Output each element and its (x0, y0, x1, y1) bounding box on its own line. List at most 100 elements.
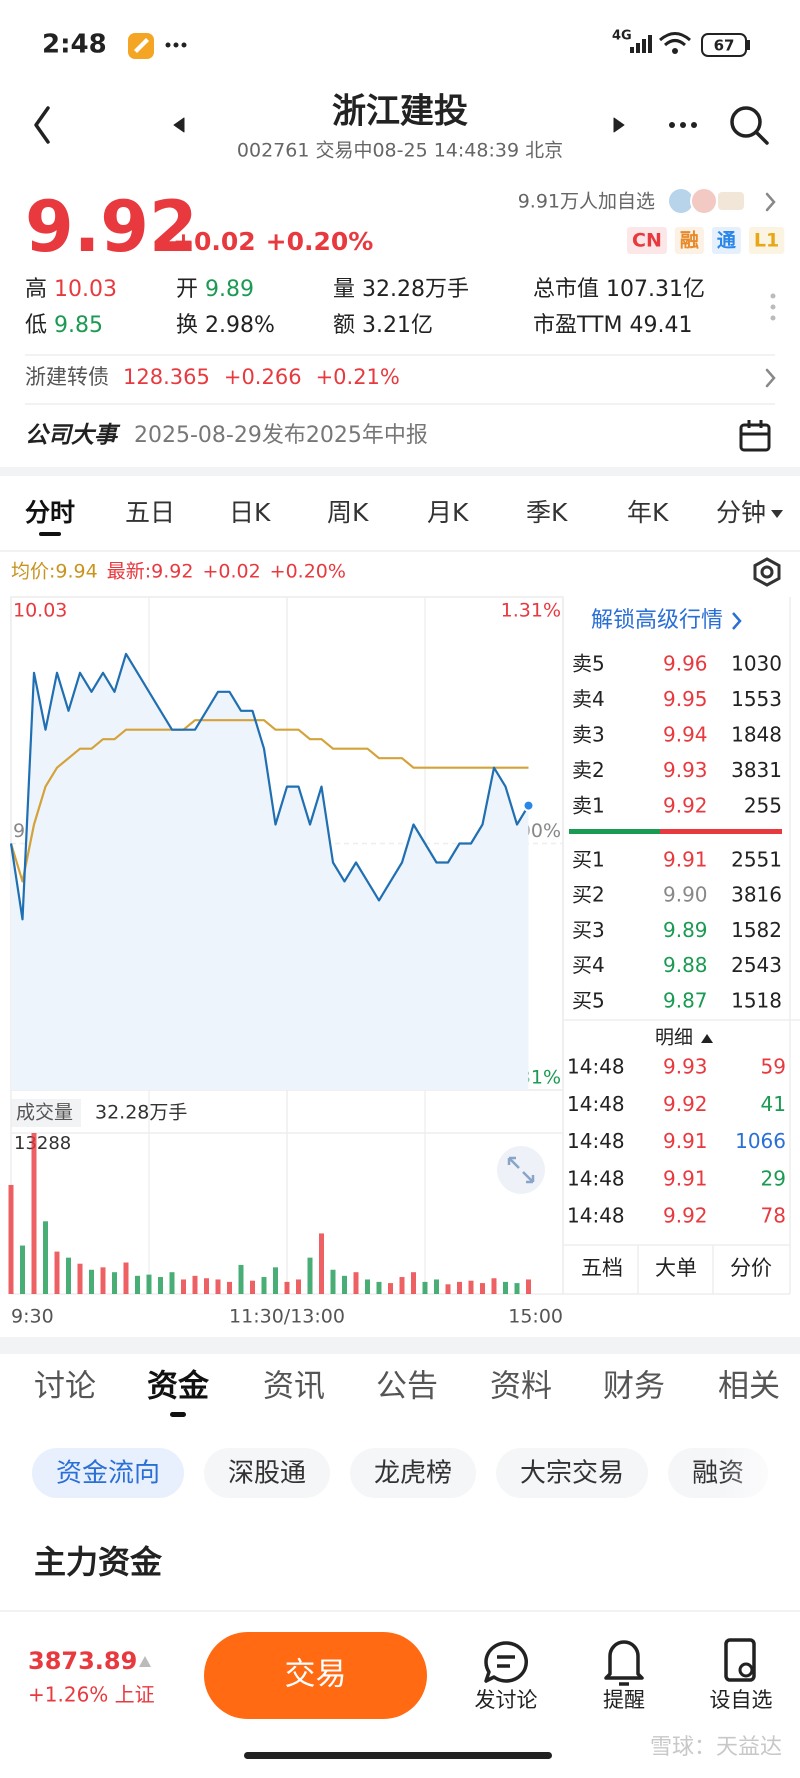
volume-bar (434, 1279, 439, 1294)
avg-price: 均价:9.94 (11, 561, 98, 583)
trade-time: 14:48 (567, 1092, 625, 1116)
section-tab[interactable]: 资金 (147, 1369, 210, 1405)
chart-tab[interactable]: 分时 (25, 498, 75, 527)
volume-bar (215, 1279, 221, 1294)
chart-tab[interactable]: 分钟 (716, 498, 766, 527)
y-tick-label: 10.03 (13, 600, 67, 622)
last-price-dot (522, 799, 535, 812)
gap-band (0, 1337, 800, 1354)
side-dots[interactable] (770, 293, 776, 321)
stat-value: 3.21亿 (362, 313, 433, 338)
book-label: 买3 (572, 918, 605, 942)
chart-tab[interactable]: 五日 (125, 498, 175, 527)
x-tick-label: 11:30/13:00 (229, 1306, 345, 1328)
section-tab[interactable]: 讨论 (34, 1369, 96, 1405)
header-icons[interactable] (34, 106, 769, 145)
trade-button[interactable] (204, 1632, 427, 1719)
event-text: 2025-08-29发布2025年中报 (134, 423, 428, 448)
chip[interactable] (32, 1448, 185, 1498)
trade-volume: 78 (761, 1204, 786, 1228)
trade-volume: 1066 (735, 1129, 786, 1153)
more-icon[interactable] (669, 122, 697, 128)
stat-value: 107.31亿 (606, 277, 705, 302)
sort-arrow (701, 1034, 714, 1043)
volume-bar (54, 1251, 60, 1294)
book-volume: 2543 (731, 953, 782, 977)
stat-label: 量 (333, 277, 355, 302)
badge-text: 融 (680, 230, 699, 252)
trade-price: 9.92 (663, 1204, 708, 1228)
chip[interactable] (350, 1448, 477, 1498)
action-icons[interactable] (484, 1638, 756, 1686)
trade-price: 9.93 (663, 1055, 708, 1079)
chip[interactable] (496, 1448, 649, 1498)
trade-volume: 59 (761, 1055, 786, 1079)
trade-time: 14:48 (567, 1129, 625, 1153)
status-icons (128, 32, 750, 59)
section-tab[interactable]: 资料 (490, 1369, 552, 1405)
book-tab[interactable]: 五档 (581, 1256, 623, 1280)
chart-tab[interactable]: 周K (327, 498, 369, 527)
book-price: 9.89 (663, 918, 708, 942)
volume-bar (514, 1283, 520, 1294)
book-volume: 3816 (731, 883, 782, 907)
book-tab[interactable]: 分价 (730, 1256, 772, 1280)
action-label[interactable]: 发讨论 (475, 1688, 538, 1712)
calendar-icon[interactable] (739, 420, 771, 452)
stat-label: 低 (25, 313, 47, 338)
section-tab[interactable]: 公告 (376, 1369, 438, 1405)
event-label: 公司大事 (25, 423, 121, 449)
volume-bar (365, 1279, 370, 1294)
book-price: 9.94 (663, 723, 708, 747)
index-value: 3873.89 (28, 1647, 137, 1675)
trade-time: 14:48 (567, 1055, 625, 1079)
home-indicator (244, 1752, 552, 1759)
section-tab[interactable]: 相关 (718, 1369, 780, 1405)
section-tab[interactable]: 财务 (603, 1369, 665, 1405)
bond-price: 128.365 (123, 365, 210, 389)
chip[interactable] (204, 1448, 331, 1498)
status-battery: 67 (714, 37, 735, 55)
volume-label-box (11, 1099, 81, 1127)
index-arrow (139, 1656, 151, 1667)
expand-icon[interactable] (497, 1146, 545, 1194)
tab-underline (39, 532, 62, 536)
book-price: 9.96 (663, 652, 708, 676)
stat-value: 9.89 (205, 277, 254, 302)
volume-bar (8, 1184, 14, 1294)
chart-tab[interactable]: 日K (229, 498, 271, 527)
stat-label: 总市值 (533, 277, 599, 302)
action-label[interactable]: 设自选 (710, 1688, 773, 1712)
volume-bar (468, 1280, 474, 1294)
stat-value: 49.41 (629, 313, 692, 338)
chart-tab[interactable]: 年K (627, 498, 669, 527)
price-pct: +0.20% (266, 227, 374, 256)
chevrons[interactable] (765, 192, 776, 388)
index-change: +1.26% 上证 (28, 1683, 155, 1707)
stat-label: 开 (176, 277, 198, 302)
volume-label: 成交量 (16, 1102, 73, 1124)
book-tab[interactable]: 大单 (655, 1256, 697, 1280)
book-label: 买1 (572, 848, 605, 872)
stat-value: 9.85 (54, 313, 103, 338)
last-price: 9.92 (25, 186, 198, 268)
settings-icon[interactable] (753, 557, 781, 587)
volume-bar (146, 1274, 152, 1294)
badge (674, 227, 704, 254)
volume-tick-label: 13288 (14, 1133, 71, 1154)
book-price: 9.91 (663, 848, 708, 872)
chart-tab[interactable]: 月K (427, 498, 469, 527)
book-price: 9.95 (663, 687, 708, 711)
book-volume: 1518 (731, 988, 782, 1012)
bond-change: +0.266 (224, 365, 302, 389)
sell-strength (660, 829, 782, 834)
volume-bar (261, 1277, 267, 1294)
stat-value: 2.98% (205, 313, 275, 338)
action-label[interactable]: 提醒 (603, 1688, 645, 1712)
chart-tab[interactable]: 季K (526, 498, 568, 527)
unlock-link[interactable]: 解锁高级行情 (591, 608, 723, 633)
section-tab[interactable]: 资讯 (263, 1369, 325, 1405)
volume-bar (112, 1272, 117, 1294)
price-change: +0.02 (173, 227, 256, 256)
